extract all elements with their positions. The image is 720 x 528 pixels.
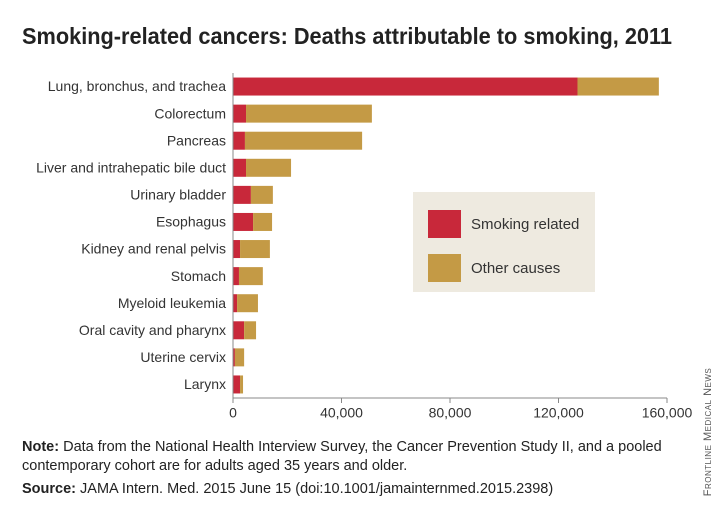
y-tick-label: Uterine cervix (140, 349, 226, 365)
bar-segment (246, 104, 372, 123)
note: Note: Data from the National Health Inte… (22, 438, 687, 476)
bar-segment (233, 294, 238, 313)
y-tick-label: Oral cavity and pharynx (79, 322, 226, 338)
y-tick-label: Pancreas (167, 132, 226, 148)
y-tick-label: Esophagus (156, 214, 226, 230)
bar-segment (233, 104, 247, 123)
bar-segment (233, 131, 245, 150)
x-tick-label: 160,000 (642, 405, 693, 421)
notes: Note: Data from the National Health Inte… (22, 438, 687, 499)
note-text: Data from the National Health Interview … (22, 439, 662, 474)
bar-segment (233, 212, 254, 231)
legend-swatch (428, 254, 461, 282)
y-tick-label: Myeloid leukemia (118, 295, 226, 311)
bar-segment (233, 240, 241, 259)
y-tick-label: Lung, bronchus, and trachea (48, 78, 226, 94)
chart-title: Smoking-related cancers: Deaths attribut… (22, 23, 672, 49)
x-tick-label: 40,000 (320, 405, 363, 421)
bar-segment (246, 158, 292, 177)
bar-segment (577, 77, 659, 96)
bar-segment (233, 375, 241, 394)
legend-label: Smoking related (471, 216, 579, 233)
credit: Frontline Medical News (702, 368, 714, 497)
bar-segment (238, 267, 263, 286)
x-tick-label: 0 (229, 405, 237, 421)
bar-segment (244, 321, 257, 340)
x-tick-label: 120,000 (533, 405, 584, 421)
y-tick-label: Larynx (184, 376, 226, 392)
bar-segment (233, 348, 235, 367)
y-tick-label: Stomach (171, 268, 226, 284)
source: Source: JAMA Intern. Med. 2015 June 15 (… (22, 480, 687, 499)
bar-segment (233, 185, 251, 204)
y-tick-label: Kidney and renal pelvis (81, 241, 226, 257)
y-tick-label: Colorectum (154, 105, 226, 121)
bar-segment (250, 185, 273, 204)
bar-segment (240, 375, 244, 394)
legend-swatch (428, 210, 461, 238)
x-tick-label: 80,000 (429, 405, 472, 421)
bar-segment (244, 131, 363, 150)
bar-segment (233, 321, 245, 340)
bar-segment (233, 77, 578, 96)
source-text: JAMA Intern. Med. 2015 June 15 (doi:10.1… (80, 481, 554, 497)
bar-segment (234, 348, 245, 367)
bar-segment (240, 240, 270, 259)
note-label: Note: (22, 439, 60, 455)
bar-segment (253, 212, 273, 231)
y-tick-label: Urinary bladder (130, 187, 226, 203)
bar-segment (237, 294, 258, 313)
bar-segment (233, 158, 247, 177)
bar-segment (233, 267, 239, 286)
source-label: Source: (22, 481, 76, 497)
legend-label: Other causes (471, 260, 560, 277)
y-tick-label: Liver and intrahepatic bile duct (36, 159, 226, 175)
